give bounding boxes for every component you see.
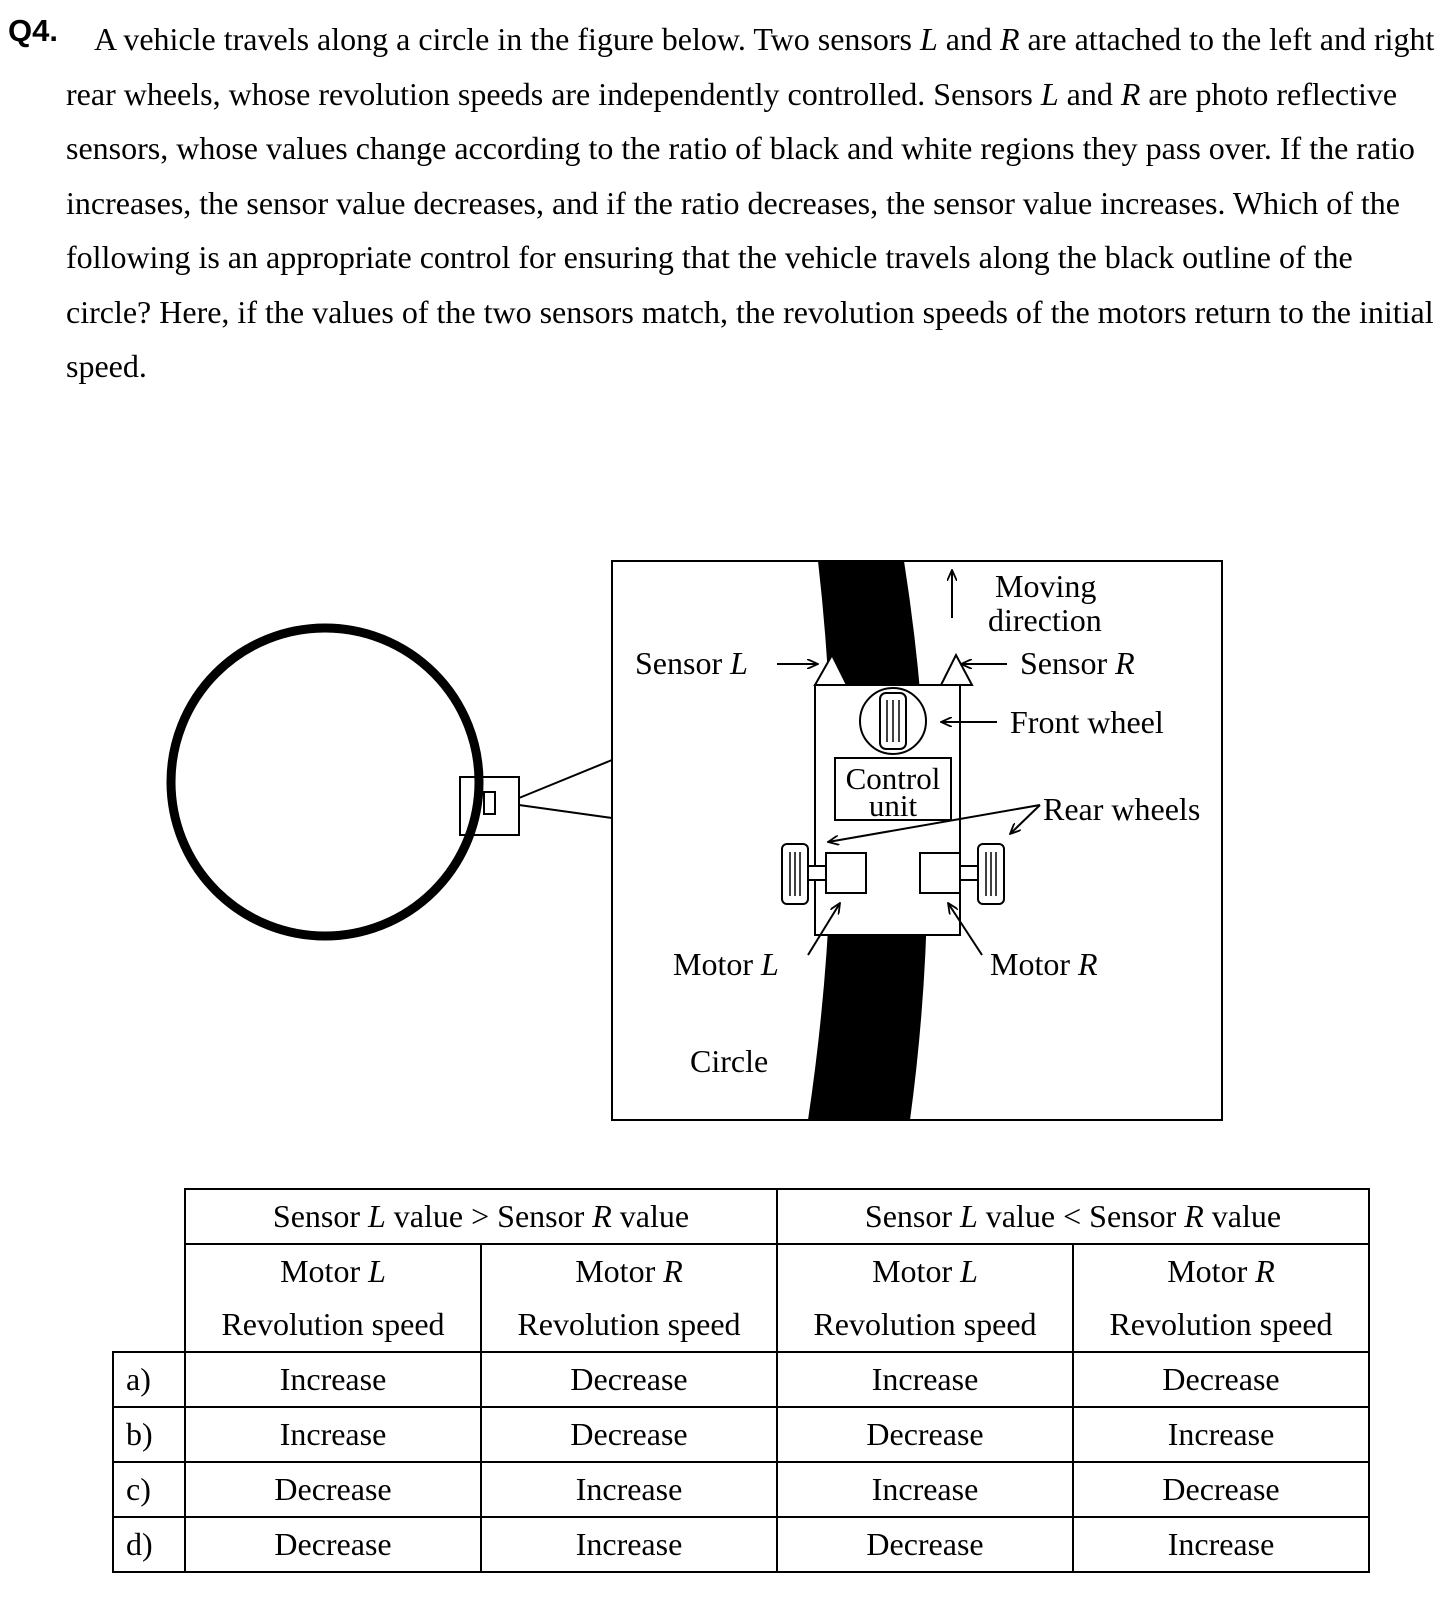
mini-vehicle	[483, 791, 496, 815]
callout-line-top	[518, 759, 613, 799]
moving-direction-label-1: Moving	[995, 568, 1096, 604]
option-label: c)	[112, 1461, 186, 1518]
header-l-less-r: Sensor L value < Sensor R value	[776, 1188, 1370, 1245]
option-row-c: c) Decrease Increase Increase Decrease	[112, 1461, 1370, 1518]
option-label: d)	[112, 1516, 186, 1573]
callout-line-bottom	[518, 804, 613, 819]
cell: Increase	[184, 1351, 482, 1408]
cell: Decrease	[776, 1406, 1074, 1463]
motor-l-arrow	[807, 903, 840, 956]
motor-l-label: Motor L	[673, 946, 779, 982]
cell: Decrease	[184, 1516, 482, 1573]
cell: Decrease	[1072, 1461, 1370, 1518]
rear-wheels-arrow-left	[828, 804, 1041, 842]
subheader-motor-r-1: Motor R Revolution speed	[480, 1243, 778, 1353]
circle-label: Circle	[690, 1043, 768, 1079]
cell: Increase	[1072, 1406, 1370, 1463]
question-text: A vehicle travels along a circle in the …	[66, 21, 1435, 384]
header-l-greater-r: Sensor L value > Sensor R value	[184, 1188, 778, 1245]
subheader-motor-l-1: Motor L Revolution speed	[184, 1243, 482, 1353]
answer-table: Sensor L value > Sensor R value Sensor L…	[112, 1188, 1370, 1573]
option-label: b)	[112, 1406, 186, 1463]
front-wheel-label: Front wheel	[1010, 704, 1164, 740]
sensor-r-shape	[939, 652, 974, 686]
cell: Increase	[776, 1351, 1074, 1408]
cell: Decrease	[480, 1406, 778, 1463]
control-unit	[834, 757, 952, 821]
subheader-motor-l-2: Motor L Revolution speed	[776, 1243, 1074, 1353]
cell: Increase	[1072, 1516, 1370, 1573]
cell: Decrease	[1072, 1351, 1370, 1408]
vehicle-figure: Control unit Moving direction Sensor L S…	[166, 560, 1223, 1121]
cell: Increase	[480, 1461, 778, 1518]
sensor-l-shape	[813, 652, 849, 686]
motor-l-box	[825, 852, 867, 894]
option-row-b: b) Increase Decrease Decrease Increase	[112, 1406, 1370, 1463]
question-number: Q4.	[8, 13, 58, 48]
zoom-panel	[611, 560, 1223, 1121]
control-unit-label-2: unit	[869, 788, 918, 823]
rear-wheels-arrow-right	[1010, 804, 1041, 834]
option-row-d: d) Decrease Increase Decrease Increase	[112, 1516, 1370, 1573]
cell: Increase	[184, 1406, 482, 1463]
cell: Decrease	[480, 1351, 778, 1408]
rear-wheels-label: Rear wheels	[1043, 791, 1200, 827]
sensor-l-label: Sensor L	[635, 645, 748, 681]
option-row-a: a) Increase Decrease Increase Decrease	[112, 1351, 1370, 1408]
subheader-motor-r-2: Motor R Revolution speed	[1072, 1243, 1370, 1353]
moving-direction-label-2: direction	[988, 602, 1102, 638]
cell: Decrease	[776, 1516, 1074, 1573]
control-unit-label-1: Control	[846, 761, 941, 796]
motor-r-box	[919, 852, 961, 894]
circle-track	[166, 623, 484, 941]
motor-r-arrow	[948, 903, 983, 956]
cell: Increase	[480, 1516, 778, 1573]
cell: Increase	[776, 1461, 1074, 1518]
option-label: a)	[112, 1351, 186, 1408]
cell: Decrease	[184, 1461, 482, 1518]
sensor-r-label: Sensor R	[1020, 645, 1135, 681]
motor-r-label: Motor R	[990, 946, 1098, 982]
